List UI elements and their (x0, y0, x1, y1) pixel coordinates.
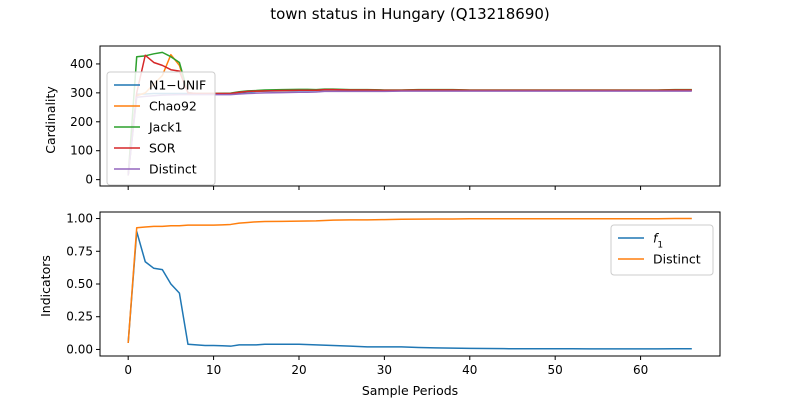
bottom-series-line-f1 (127, 230, 692, 350)
bottom-panel: 0.00 0.25 0.50 0.75 1.00 0 10 20 30 40 50 60 Indic… (38, 211, 721, 398)
top-y-tick-label: 0 (85, 173, 93, 187)
bottom-series-line-distinct (127, 217, 692, 343)
top-legend: N1−UNIF Chao92 Jack1 SOR Distinct (106, 71, 216, 186)
top-plot-frame (99, 45, 721, 187)
bottom-series-lines (127, 217, 692, 350)
bottom-y-axis-label: Indicators (38, 255, 53, 317)
bottom-x-tick-label: 60 (633, 363, 648, 377)
bottom-y-tick-label: 0.50 (66, 277, 93, 291)
bottom-y-tick-label: 0.75 (66, 244, 93, 258)
bottom-x-ticks: 0 10 20 30 40 50 60 (124, 356, 648, 377)
bottom-x-tick-label: 30 (377, 363, 392, 377)
top-y-tick-label: 200 (70, 115, 93, 129)
bottom-x-tick-label: 50 (548, 363, 563, 377)
bottom-legend-label-f1: f1 (653, 231, 663, 251)
top-legend-label-n1-unif: N1−UNIF (149, 78, 206, 93)
top-y-axis-label: Cardinality (43, 86, 58, 154)
bottom-x-tick-label: 0 (124, 363, 132, 377)
top-legend-label-chao92: Chao92 (149, 99, 197, 114)
top-legend-label-sor: SOR (149, 141, 176, 156)
bottom-x-tick-label: 10 (206, 363, 221, 377)
top-legend-label-distinct: Distinct (149, 162, 197, 177)
top-y-ticks: 0 100 200 300 400 (70, 57, 100, 187)
bottom-y-tick-label: 0.25 (66, 310, 93, 324)
bottom-y-tick-label: 0.00 (66, 342, 93, 356)
bottom-y-tick-label: 1.00 (66, 212, 93, 226)
bottom-x-tick-label: 40 (462, 363, 477, 377)
top-y-tick-label: 100 (70, 144, 93, 158)
top-legend-label-jack1: Jack1 (148, 120, 182, 135)
top-y-tick-label: 400 (70, 57, 93, 71)
bottom-x-tick-label: 20 (291, 363, 306, 377)
bottom-legend-label-distinct: Distinct (653, 252, 701, 267)
top-x-ticks (127, 186, 642, 190)
x-axis-label: Sample Periods (362, 383, 458, 398)
top-legend-box (106, 71, 216, 186)
bottom-y-ticks: 0.00 0.25 0.50 0.75 1.00 (66, 212, 100, 356)
top-panel: 0 100 200 300 400 Cardinality N1−UNIF Chao92 J… (43, 45, 721, 190)
chart-title: town status in Hungary (Q13218690) (270, 5, 550, 23)
top-y-tick-label: 300 (70, 86, 93, 100)
